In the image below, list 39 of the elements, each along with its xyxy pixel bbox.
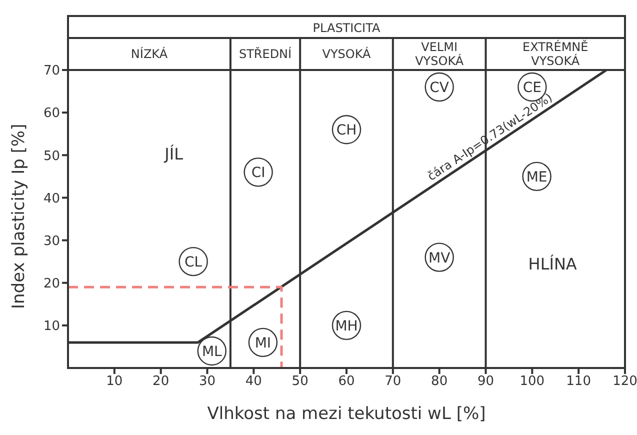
x-tick-label: 80 bbox=[431, 374, 448, 390]
y-tick-label: 20 bbox=[43, 276, 60, 292]
y-tick-label: 40 bbox=[43, 191, 60, 206]
annotation: CH bbox=[336, 122, 357, 139]
text: VELMI VYSOKÁ bbox=[415, 40, 464, 68]
annotation: MH bbox=[335, 318, 358, 334]
y-tick-label: 10 bbox=[43, 319, 60, 334]
x-tick-label: 10 bbox=[106, 374, 123, 390]
annotation: MI bbox=[254, 335, 272, 352]
annotation: CI bbox=[251, 165, 266, 182]
x-tick-label: 90 bbox=[477, 374, 494, 390]
annotation: ML bbox=[202, 344, 222, 360]
x-tick-label: 50 bbox=[292, 374, 308, 390]
text: STŘEDNÍ bbox=[238, 46, 292, 61]
x-tick-label: 40 bbox=[245, 374, 262, 390]
x-tick-label: 110 bbox=[566, 374, 591, 390]
annotation: CE bbox=[522, 80, 542, 96]
y-axis-title: Index plasticity Ip [%] bbox=[9, 124, 30, 309]
text: NÍZKÁ bbox=[130, 46, 168, 61]
text: EXTRÉMNĚ VYSOKÁ bbox=[522, 39, 588, 68]
y-tick-label: 30 bbox=[43, 234, 60, 249]
x-tick-label: 100 bbox=[520, 374, 545, 390]
annotation: JÍL bbox=[164, 144, 184, 164]
x-tick-label: 120 bbox=[612, 374, 637, 390]
annotation: ME bbox=[526, 169, 548, 186]
y-tick-label: 50 bbox=[43, 148, 60, 164]
x-tick-label: 70 bbox=[384, 374, 402, 390]
x-tick-label: 60 bbox=[338, 374, 355, 390]
x-tick-label: 20 bbox=[152, 374, 170, 390]
text: VYSOKÁ bbox=[322, 46, 372, 61]
annotation: MV bbox=[428, 250, 451, 266]
x-tick-label: 30 bbox=[198, 374, 216, 390]
annotation: CL bbox=[184, 254, 202, 271]
y-tick-label: 70 bbox=[43, 64, 60, 79]
annotation: HLÍNA bbox=[528, 254, 577, 274]
y-tick-label: 60 bbox=[43, 106, 60, 122]
x-axis-title: Vlhkost na mezi tekutosti wL [%] bbox=[207, 404, 486, 424]
annotation: CV bbox=[430, 80, 450, 96]
text: PLASTICITA bbox=[312, 21, 381, 35]
